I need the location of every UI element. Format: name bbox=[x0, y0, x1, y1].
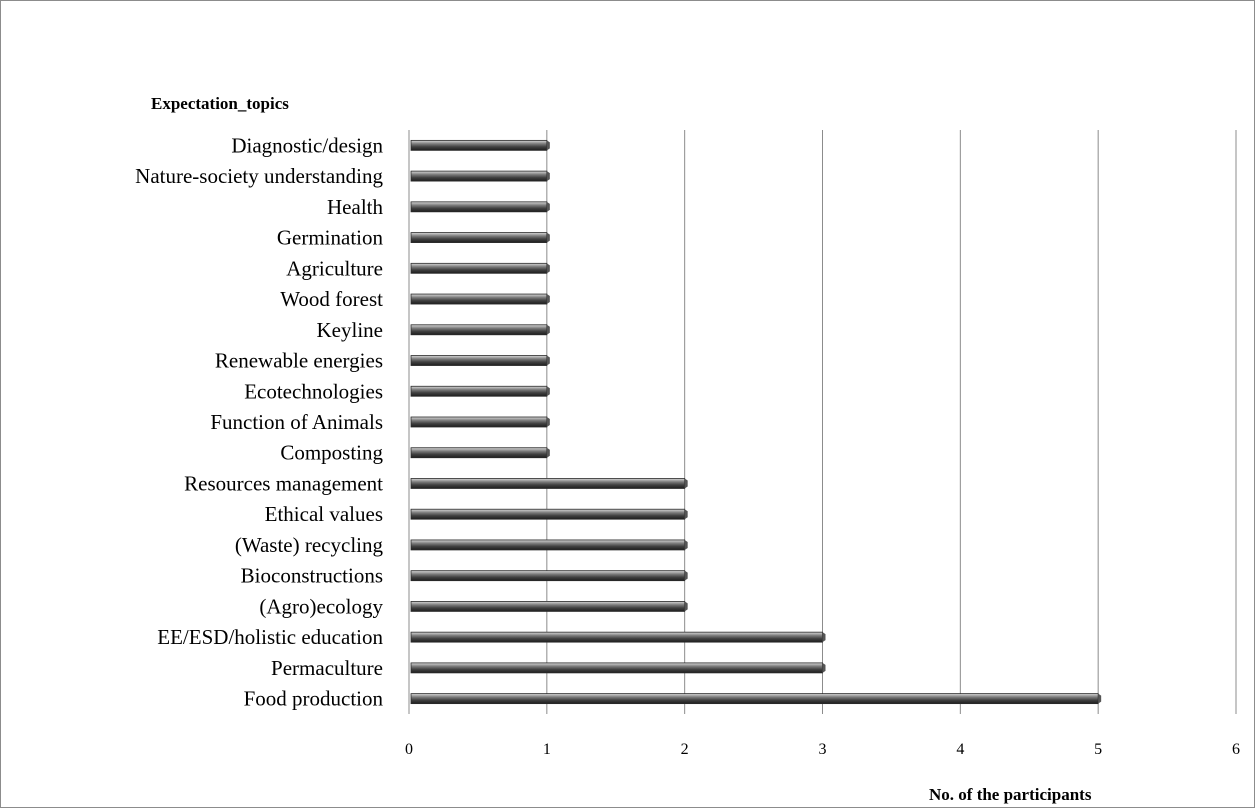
bar bbox=[410, 355, 548, 366]
bar-group bbox=[410, 539, 688, 551]
bar-group bbox=[410, 570, 688, 582]
bar bbox=[410, 416, 548, 428]
x-tick-label-5: 5 bbox=[1094, 741, 1102, 758]
category-label: Renewable energies bbox=[215, 349, 383, 373]
y-axis-title: Expectation_topics bbox=[151, 94, 289, 113]
bar-cap bbox=[684, 478, 688, 489]
x-tick-label-2: 2 bbox=[681, 741, 689, 758]
x-tick-label-0: 0 bbox=[405, 741, 413, 758]
bar-cap bbox=[546, 171, 550, 182]
bar-cap bbox=[546, 201, 550, 212]
category-label: Bioconstructions bbox=[241, 564, 383, 588]
category-label: Composting bbox=[280, 441, 383, 465]
bar-group bbox=[410, 324, 550, 336]
bar-group bbox=[410, 355, 550, 366]
bar-cap bbox=[684, 570, 688, 581]
bar bbox=[410, 508, 686, 520]
category-label: Diagnostic/design bbox=[231, 133, 383, 157]
bar-group bbox=[410, 631, 826, 643]
bar-cap bbox=[684, 601, 688, 612]
bar bbox=[410, 170, 548, 182]
x-axis-title: No. of the participants bbox=[929, 785, 1092, 804]
bar-cap bbox=[684, 509, 688, 520]
bar-cap bbox=[546, 355, 550, 366]
bar-group bbox=[410, 508, 688, 520]
bar bbox=[410, 447, 548, 459]
bar-group bbox=[410, 385, 550, 397]
category-label: EE/ESD/holistic education bbox=[157, 625, 383, 649]
bar bbox=[410, 385, 548, 397]
bar bbox=[410, 478, 686, 489]
bar-group bbox=[410, 662, 826, 674]
x-tick-labels: 0 1 2 3 4 5 6 bbox=[405, 741, 1240, 758]
bar bbox=[410, 201, 548, 213]
category-labels: Diagnostic/design Nature-society understa… bbox=[135, 133, 383, 710]
bar-group bbox=[410, 601, 688, 612]
category-label: Agriculture bbox=[286, 256, 383, 280]
bar-cap bbox=[684, 539, 688, 550]
bar bbox=[410, 262, 548, 274]
category-label: Wood forest bbox=[280, 287, 383, 311]
bar bbox=[410, 693, 1099, 705]
category-label: Ethical values bbox=[265, 502, 383, 526]
bar-cap bbox=[822, 662, 826, 673]
category-label: Nature-society understanding bbox=[135, 164, 383, 188]
bar-group bbox=[410, 232, 550, 243]
bar-group bbox=[410, 478, 688, 489]
bar-group bbox=[410, 262, 550, 274]
bar-cap bbox=[546, 417, 550, 427]
bar bbox=[410, 662, 823, 674]
bar bbox=[410, 324, 548, 336]
category-label: Food production bbox=[244, 687, 384, 711]
bar-layer bbox=[410, 139, 1102, 705]
bar-group bbox=[410, 293, 550, 305]
bar bbox=[410, 293, 548, 305]
bar-group bbox=[410, 139, 550, 151]
category-label: Ecotechnologies bbox=[244, 379, 383, 403]
grid-layer bbox=[408, 130, 1237, 714]
bar-group bbox=[410, 693, 1102, 705]
bar-group bbox=[410, 416, 550, 428]
x-tick-label-6: 6 bbox=[1232, 741, 1240, 758]
bar-cap bbox=[546, 294, 550, 305]
bar-cap bbox=[546, 263, 550, 274]
category-label: (Waste) recycling bbox=[235, 533, 384, 557]
bar bbox=[410, 601, 686, 612]
bar-cap bbox=[546, 386, 550, 397]
x-tick-label-3: 3 bbox=[819, 741, 827, 758]
bar-group bbox=[410, 201, 550, 213]
x-tick-label-4: 4 bbox=[956, 741, 964, 758]
bar bbox=[410, 232, 548, 243]
x-tick-label-1: 1 bbox=[543, 741, 551, 758]
bar bbox=[410, 570, 686, 582]
bar-cap bbox=[546, 324, 550, 335]
bar-cap bbox=[822, 632, 826, 643]
bar-cap bbox=[546, 232, 550, 243]
bar-group bbox=[410, 170, 550, 182]
category-label: (Agro)ecology bbox=[259, 594, 383, 618]
bar bbox=[410, 539, 686, 551]
bar-cap bbox=[546, 447, 550, 458]
category-label: Germination bbox=[277, 226, 384, 250]
category-label: Keyline bbox=[317, 318, 383, 342]
category-label: Health bbox=[327, 195, 383, 219]
bar bbox=[410, 631, 823, 643]
bar-cap bbox=[1098, 693, 1102, 704]
category-label: Function of Animals bbox=[210, 410, 383, 434]
bar-cap bbox=[546, 140, 550, 151]
category-label: Resources management bbox=[184, 471, 383, 495]
bar-group bbox=[410, 447, 550, 459]
bar bbox=[410, 139, 548, 151]
category-label: Permaculture bbox=[271, 656, 383, 680]
